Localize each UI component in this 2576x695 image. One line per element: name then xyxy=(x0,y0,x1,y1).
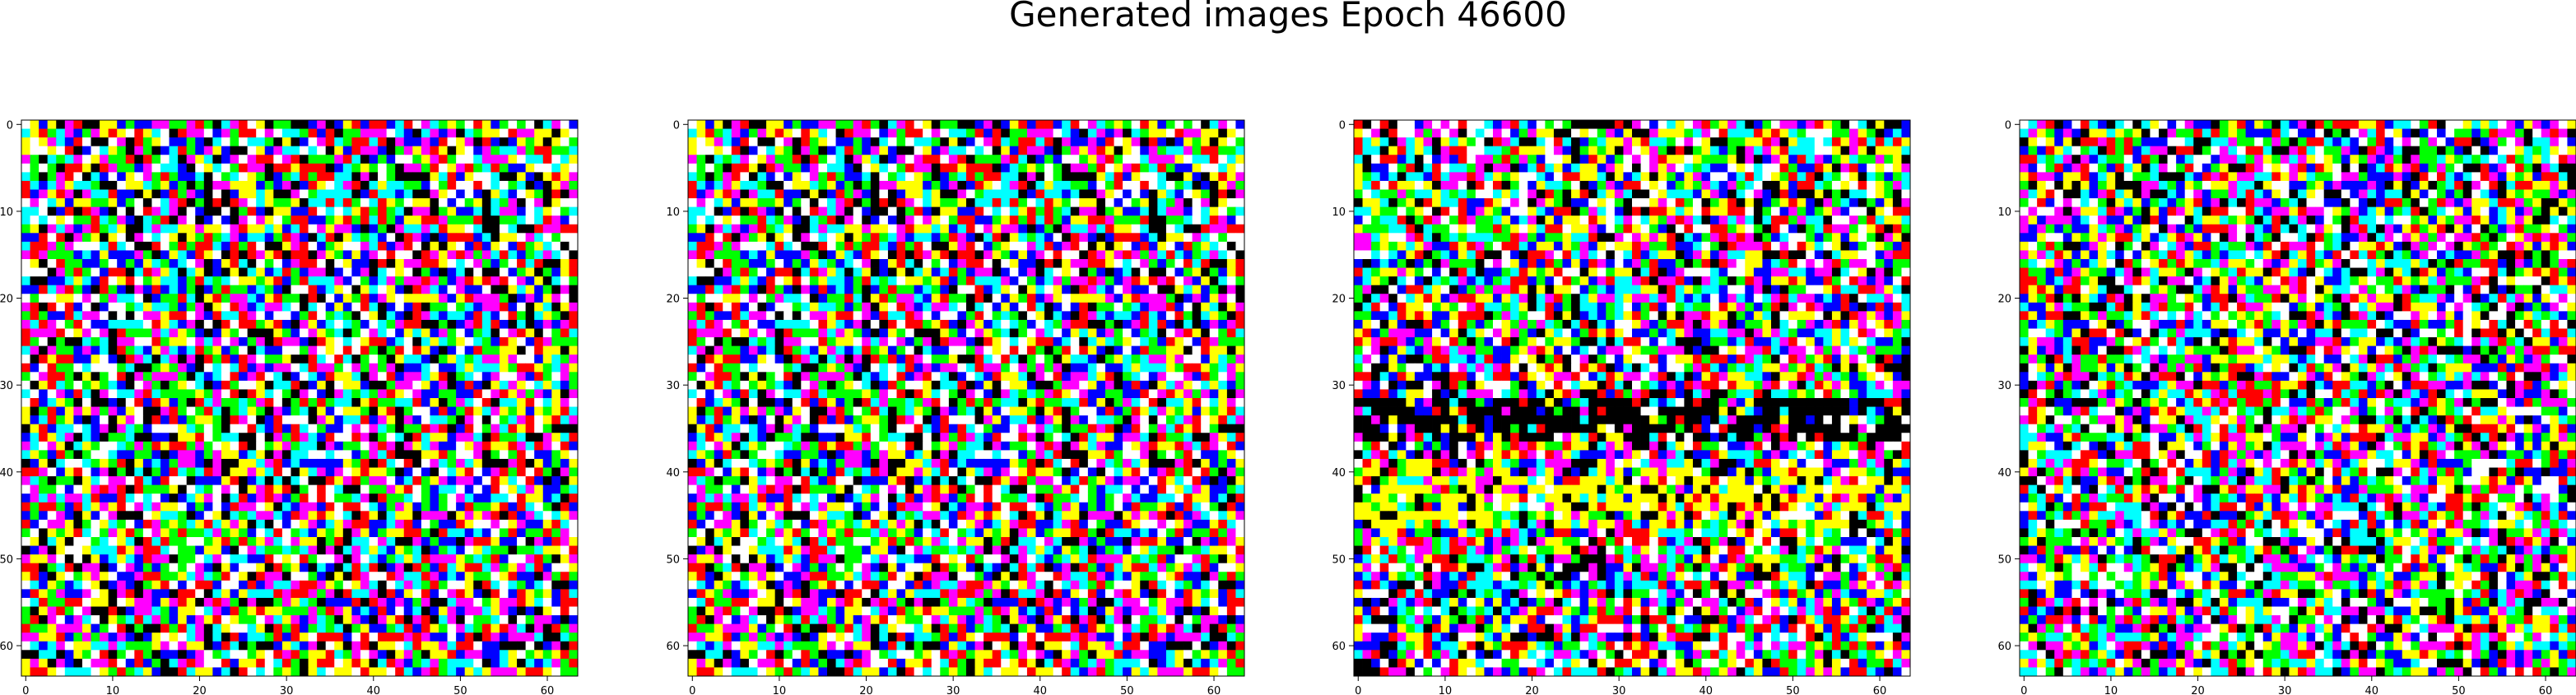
x-tick-label: 40 xyxy=(2365,685,2379,695)
y-tick-label: 50 xyxy=(666,554,680,566)
x-tick-label: 60 xyxy=(1207,685,1221,695)
x-tick-label: 0 xyxy=(2020,685,2027,695)
y-tick-label: 20 xyxy=(1332,294,1346,306)
y-tick-label: 10 xyxy=(666,206,680,219)
y-tick-label: 20 xyxy=(1997,294,2011,306)
y-tick-label: 60 xyxy=(1997,641,2011,653)
x-tick-label: 50 xyxy=(1786,685,1800,695)
y-tick-label: 10 xyxy=(0,206,13,219)
x-tick-label: 30 xyxy=(280,685,294,695)
y-tick-label: 50 xyxy=(0,554,13,566)
x-tick-label: 10 xyxy=(773,685,787,695)
panel-4: 0 10 20 30 40 50 60 0 10 20 30 40 50 60 xyxy=(1997,119,2576,695)
x-tick-label: 30 xyxy=(1612,685,1626,695)
y-tick-label: 60 xyxy=(1332,641,1346,653)
y-tick-label: 0 xyxy=(2005,119,2011,132)
y-tick-label: 10 xyxy=(1332,206,1346,219)
y-tick-label: 20 xyxy=(0,294,13,306)
x-tick-label: 0 xyxy=(1355,685,1361,695)
y-tick-label: 30 xyxy=(1997,380,2011,392)
y-tick-label: 40 xyxy=(666,467,680,480)
y-tick-label: 60 xyxy=(0,641,13,653)
x-tick-label: 40 xyxy=(1034,685,1048,695)
y-tick-label: 0 xyxy=(7,119,13,132)
generated-image xyxy=(21,120,578,676)
generated-image xyxy=(1354,120,1910,676)
x-tick-label: 0 xyxy=(689,685,695,695)
x-tick-label: 20 xyxy=(1525,685,1539,695)
x-tick-label: 20 xyxy=(193,685,207,695)
y-tick-label: 0 xyxy=(1339,119,1346,132)
x-tick-label: 50 xyxy=(2452,685,2466,695)
panel-1: 0 10 20 30 40 50 60 0 10 20 30 40 50 60 xyxy=(0,119,578,695)
panel-2: 0 10 20 30 40 50 60 0 10 20 30 40 50 60 xyxy=(666,119,1244,695)
x-tick-label: 40 xyxy=(1700,685,1713,695)
x-tick-label: 20 xyxy=(859,685,873,695)
y-tick-label: 0 xyxy=(673,119,680,132)
x-tick-label: 40 xyxy=(367,685,381,695)
y-tick-label: 50 xyxy=(1997,554,2011,566)
y-tick-label: 50 xyxy=(1332,554,1346,566)
generated-image xyxy=(688,120,1244,676)
y-tick-label: 30 xyxy=(666,380,680,392)
x-tick-label: 50 xyxy=(453,685,467,695)
x-tick-label: 60 xyxy=(1873,685,1887,695)
x-tick-label: 10 xyxy=(2104,685,2118,695)
y-tick-label: 40 xyxy=(1332,467,1346,480)
generated-image xyxy=(2020,120,2576,676)
y-tick-label: 60 xyxy=(666,641,680,653)
y-tick-label: 40 xyxy=(1997,467,2011,480)
y-tick-label: 40 xyxy=(0,467,13,480)
x-tick-label: 10 xyxy=(1439,685,1453,695)
x-tick-label: 50 xyxy=(1120,685,1134,695)
y-tick-label: 30 xyxy=(0,380,13,392)
x-tick-label: 0 xyxy=(22,685,29,695)
x-tick-label: 10 xyxy=(106,685,120,695)
y-tick-label: 20 xyxy=(666,294,680,306)
y-tick-label: 10 xyxy=(1997,206,2011,219)
x-tick-label: 30 xyxy=(946,685,960,695)
x-tick-label: 20 xyxy=(2191,685,2205,695)
x-tick-label: 60 xyxy=(2539,685,2553,695)
y-tick-label: 30 xyxy=(1332,380,1346,392)
x-tick-label: 30 xyxy=(2278,685,2292,695)
panel-3: 0 10 20 30 40 50 60 0 10 20 30 40 50 60 xyxy=(1332,119,1910,695)
x-tick-label: 60 xyxy=(541,685,555,695)
